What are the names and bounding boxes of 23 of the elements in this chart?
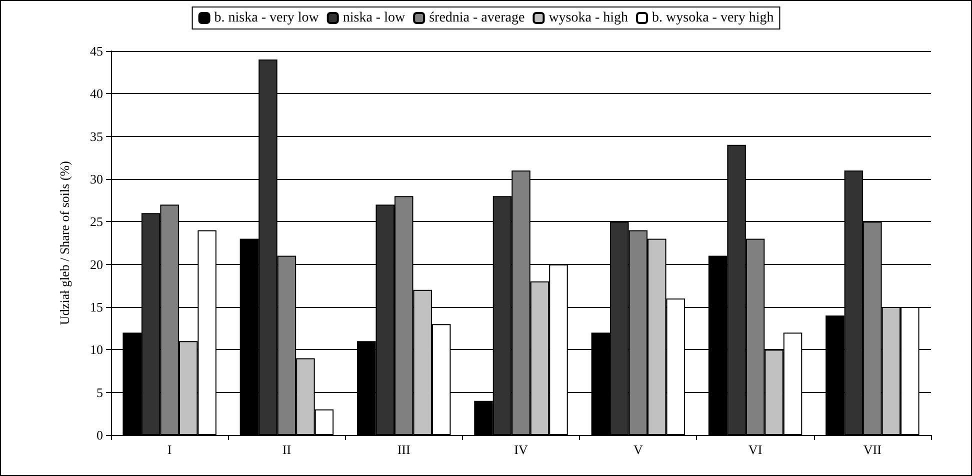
y-tick-label: 40 bbox=[90, 86, 103, 102]
x-tick-label: I bbox=[167, 442, 172, 457]
legend-label: wysoka - high bbox=[548, 10, 628, 26]
y-tick-label: 35 bbox=[90, 128, 103, 144]
legend-label: b. wysoka - very high bbox=[652, 10, 774, 26]
y-tick-label: 30 bbox=[90, 172, 103, 186]
x-tick-label: II bbox=[282, 442, 292, 457]
y-tick-label: 20 bbox=[90, 256, 103, 272]
legend-label: średnia - average bbox=[429, 10, 525, 26]
y-tick-label: 25 bbox=[90, 214, 103, 230]
x-tick-label: V bbox=[633, 442, 644, 457]
legend-label: b. niska - very low bbox=[214, 10, 320, 26]
y-tick-label: 5 bbox=[96, 384, 103, 400]
x-tick-label: VI bbox=[748, 442, 762, 457]
legend-label: niska - low bbox=[342, 10, 406, 26]
y-axis-title: Udział gleb / Share of soils (%) bbox=[57, 161, 72, 325]
y-tick-label: 10 bbox=[90, 342, 103, 358]
y-tick-label: 15 bbox=[90, 300, 103, 314]
x-tick-label: III bbox=[397, 442, 410, 457]
y-tick-label: 45 bbox=[90, 44, 103, 58]
x-tick-label: VII bbox=[863, 442, 882, 457]
x-tick-label: IV bbox=[514, 442, 528, 457]
y-tick-label: 0 bbox=[96, 428, 103, 442]
